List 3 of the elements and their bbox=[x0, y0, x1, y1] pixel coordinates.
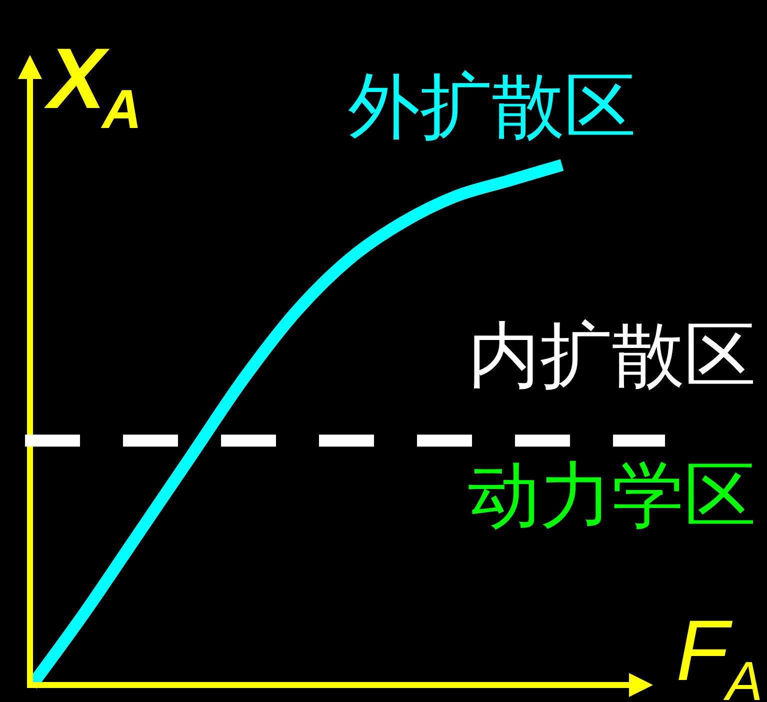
annotation: 动力学区 bbox=[468, 453, 756, 537]
annotation: 内扩散区 bbox=[468, 313, 756, 397]
text: 外扩散区 bbox=[348, 64, 636, 148]
